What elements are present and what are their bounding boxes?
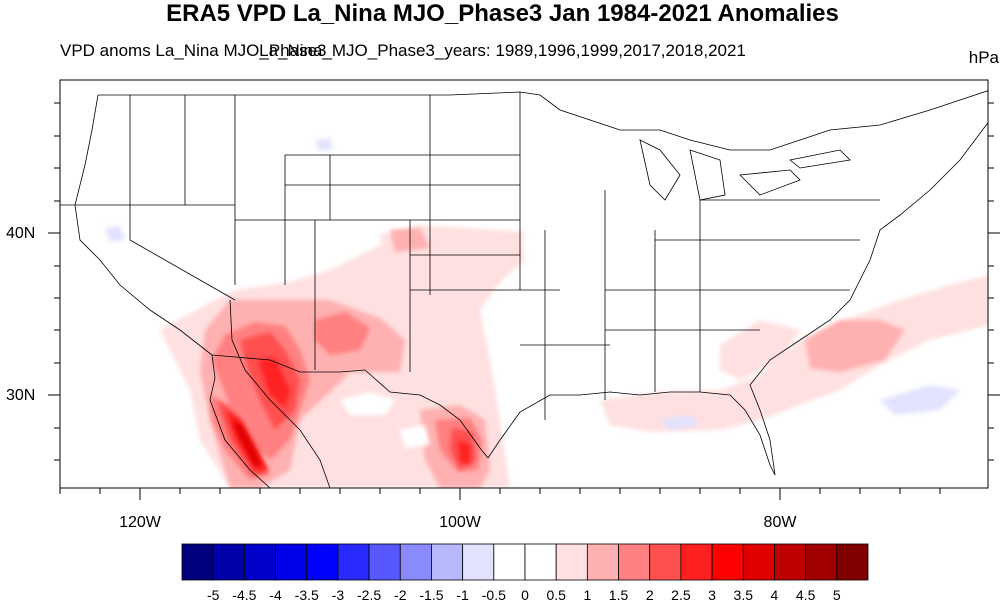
colorbar-swatch bbox=[275, 543, 308, 581]
anomaly-shading bbox=[105, 138, 988, 488]
colorbar-swatch bbox=[337, 543, 370, 581]
colorbar-swatch bbox=[742, 543, 775, 581]
colorbar-swatch bbox=[555, 543, 588, 581]
state-boundaries bbox=[60, 90, 988, 488]
colorbar-swatch bbox=[774, 543, 807, 581]
colorbar-label: -0.5 bbox=[481, 587, 506, 603]
colorbar-swatch bbox=[212, 543, 245, 581]
colorbar-label: 5 bbox=[832, 587, 841, 603]
map-title: ERA5 VPD La_Nina MJO_Phase3 Jan 1984-202… bbox=[166, 0, 839, 27]
colorbar-label: -3.5 bbox=[294, 587, 319, 603]
colorbar-label: -5 bbox=[206, 587, 220, 603]
colorbar-label: -2.5 bbox=[357, 587, 382, 603]
colorbar bbox=[181, 543, 869, 581]
colorbar-swatch bbox=[711, 543, 744, 581]
lat-label-30n: 30N bbox=[6, 387, 36, 404]
colorbar-label: -1 bbox=[456, 587, 469, 603]
plot-frame bbox=[59, 79, 989, 489]
colorbar-label: 3 bbox=[708, 587, 716, 603]
colorbar-swatch bbox=[680, 543, 713, 581]
colorbar-label: 2.5 bbox=[671, 587, 691, 603]
colorbar-label: 2 bbox=[645, 587, 654, 603]
colorbar-swatch bbox=[399, 543, 432, 581]
colorbar-swatch bbox=[181, 543, 214, 581]
colorbar-swatch bbox=[368, 543, 401, 581]
colorbar-label: -4 bbox=[269, 587, 282, 603]
colorbar-swatch bbox=[618, 543, 651, 581]
left-subtitle: VPD anoms La_Nina MJO_Phase3 bbox=[60, 41, 327, 60]
center-subtitle: La_Nina_MJO_Phase3_years: 1989,1996,1999… bbox=[259, 41, 746, 60]
colorbar-swatch bbox=[836, 543, 869, 581]
colorbar-swatch bbox=[586, 543, 619, 581]
lat-label-40n: 40N bbox=[6, 225, 36, 242]
colorbar-swatch bbox=[524, 543, 557, 581]
colorbar-label: -2 bbox=[394, 587, 407, 603]
colorbar-label: 4.5 bbox=[795, 587, 816, 603]
colorbar-label: 3.5 bbox=[733, 587, 753, 603]
colorbar-label: 1.5 bbox=[608, 587, 629, 603]
units-label: hPa bbox=[968, 48, 999, 67]
colorbar-label: 0 bbox=[521, 587, 529, 603]
colorbar-swatch bbox=[493, 543, 526, 581]
lon-label-100w: 100W bbox=[439, 514, 481, 531]
axis-ticks bbox=[48, 102, 1000, 500]
lon-label-80w: 80W bbox=[763, 514, 797, 531]
colorbar-swatch bbox=[431, 543, 464, 581]
colorbar-label: -1.5 bbox=[419, 587, 444, 603]
colorbar-label: 0.5 bbox=[546, 587, 566, 603]
colorbar-swatch bbox=[805, 543, 838, 581]
colorbar-label: -3 bbox=[331, 587, 345, 603]
colorbar-swatch bbox=[462, 543, 495, 581]
lon-label-120w: 120W bbox=[119, 514, 161, 531]
colorbar-swatch bbox=[243, 543, 276, 581]
colorbar-label: 4 bbox=[770, 587, 779, 603]
colorbar-swatch bbox=[306, 543, 339, 581]
colorbar-swatch bbox=[649, 543, 682, 581]
colorbar-label: 1 bbox=[583, 587, 592, 603]
colorbar-label: -4.5 bbox=[232, 587, 257, 603]
